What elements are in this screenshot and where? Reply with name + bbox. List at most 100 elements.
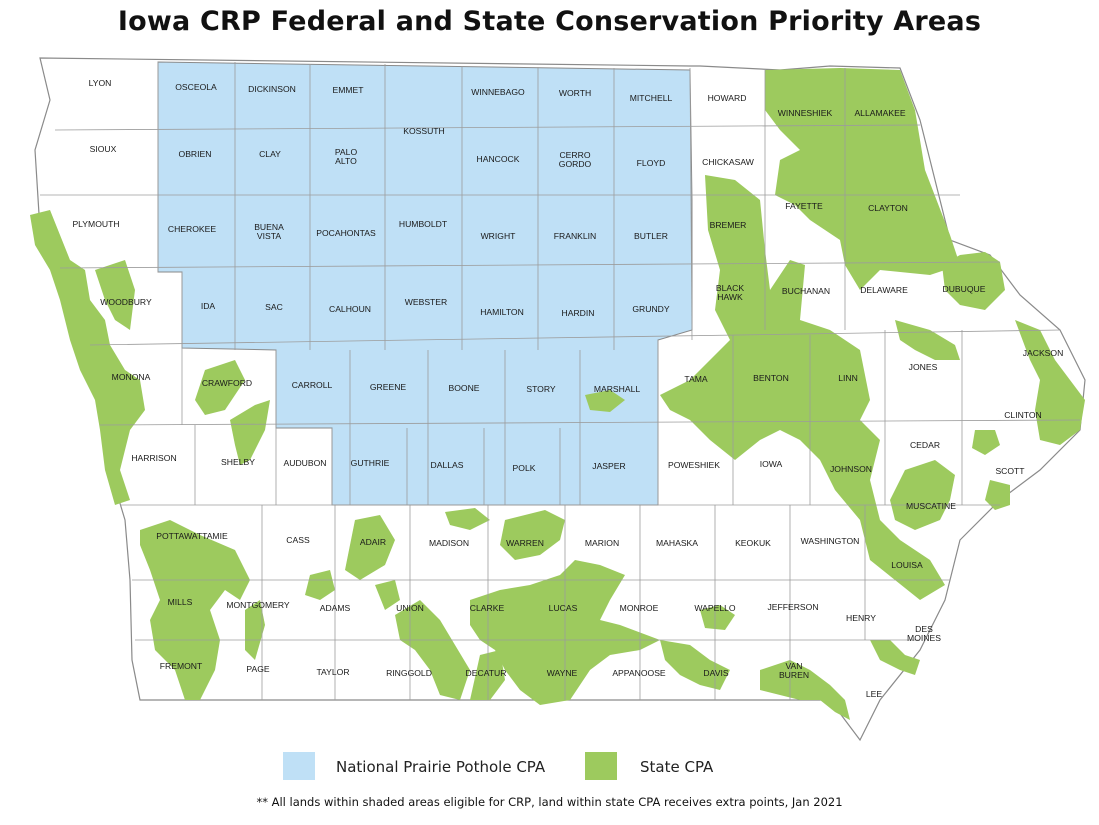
county-label-decatur: DECATUR <box>466 668 507 678</box>
county-label-winnebago: WINNEBAGO <box>471 87 525 97</box>
county-label-jones: JONES <box>909 362 938 372</box>
county-label-obrien: OBRIEN <box>179 149 212 159</box>
county-label-keokuk: KEOKUK <box>735 538 771 548</box>
county-label-floyd: FLOYD <box>637 158 666 168</box>
county-label-clarke: CLARKE <box>470 603 505 613</box>
county-label-black-hawk: BLACK HAWK <box>716 283 744 302</box>
county-label-webster: WEBSTER <box>405 297 448 307</box>
county-label-buchanan: BUCHANAN <box>782 286 830 296</box>
county-label-hamilton: HAMILTON <box>480 307 524 317</box>
county-label-palo-alto: PALO ALTO <box>335 147 358 166</box>
county-label-washington: WASHINGTON <box>801 536 860 546</box>
county-label-lucas: LUCAS <box>549 603 578 613</box>
county-label-clayton: CLAYTON <box>868 203 908 213</box>
county-label-chickasaw: CHICKASAW <box>702 157 755 167</box>
county-label-benton: BENTON <box>753 373 789 383</box>
county-label-audubon: AUDUBON <box>284 458 327 468</box>
county-label-lee: LEE <box>866 689 883 699</box>
legend-swatch-national <box>283 752 315 780</box>
county-label-union: UNION <box>396 603 424 613</box>
county-label-mills: MILLS <box>168 597 193 607</box>
county-label-osceola: OSCEOLA <box>175 82 217 92</box>
county-label-dubuque: DUBUQUE <box>943 284 986 294</box>
county-label-delaware: DELAWARE <box>860 285 908 295</box>
county-label-mahaska: MAHASKA <box>656 538 698 548</box>
county-label-madison: MADISON <box>429 538 469 548</box>
county-label-montgomery: MONTGOMERY <box>226 600 290 610</box>
county-label-hancock: HANCOCK <box>477 154 520 164</box>
county-label-iowa: IOWA <box>760 459 783 469</box>
county-label-cherokee: CHEROKEE <box>168 224 216 234</box>
iowa-map: LYON OSCEOLA DICKINSON EMMET WINNEBAGO WORTH M… <box>30 57 1086 742</box>
county-label-wapello: WAPELLO <box>694 603 736 613</box>
county-labels: LYON OSCEOLA DICKINSON EMMET WINNEBAGO WORTH M… <box>72 78 1063 699</box>
footnote: ** All lands within shaded areas eligibl… <box>256 795 843 809</box>
county-label-winneshiek: WINNESHIEK <box>778 108 833 118</box>
county-label-story: STORY <box>526 384 556 394</box>
county-label-guthrie: GUTHRIE <box>351 458 390 468</box>
county-label-monona: MONONA <box>112 372 151 382</box>
county-label-howard: HOWARD <box>708 93 747 103</box>
county-label-sac: SAC <box>265 302 283 312</box>
county-label-ringgold: RINGGOLD <box>386 668 432 678</box>
county-label-warren: WARREN <box>506 538 544 548</box>
county-label-tama: TAMA <box>684 374 708 384</box>
legend-label-national: National Prairie Pothole CPA <box>336 758 546 776</box>
county-label-cedar: CEDAR <box>910 440 940 450</box>
county-label-jefferson: JEFFERSON <box>767 602 818 612</box>
county-label-davis: DAVIS <box>703 668 728 678</box>
county-label-greene: GREENE <box>370 382 407 392</box>
county-label-polk: POLK <box>513 463 536 473</box>
county-label-fayette: FAYETTE <box>785 201 823 211</box>
county-label-johnson: JOHNSON <box>830 464 872 474</box>
county-label-crawford: CRAWFORD <box>202 378 252 388</box>
county-label-emmet: EMMET <box>332 85 364 95</box>
county-label-adams: ADAMS <box>320 603 351 613</box>
county-borders <box>40 62 1081 700</box>
county-label-dickinson: DICKINSON <box>248 84 296 94</box>
county-label-buena-vista: BUENA VISTA <box>254 222 284 241</box>
county-label-mitchell: MITCHELL <box>630 93 673 103</box>
county-label-kossuth: KOSSUTH <box>403 126 445 136</box>
county-label-woodbury: WOODBURY <box>100 297 152 307</box>
county-label-monroe: MONROE <box>620 603 659 613</box>
county-label-page: PAGE <box>246 664 270 674</box>
county-label-dallas: DALLAS <box>431 460 464 470</box>
county-label-allamakee: ALLAMAKEE <box>854 108 905 118</box>
state-cpa-regions <box>30 68 1085 720</box>
county-label-des-moines: DES MOINES <box>907 624 941 643</box>
legend-swatch-state <box>585 752 617 780</box>
county-label-clinton: CLINTON <box>1004 410 1042 420</box>
county-label-louisa: LOUISA <box>891 560 923 570</box>
county-label-carroll: CARROLL <box>292 380 333 390</box>
county-label-fremont: FREMONT <box>160 661 203 671</box>
county-label-humboldt: HUMBOLDT <box>399 219 448 229</box>
county-label-taylor: TAYLOR <box>316 667 349 677</box>
county-label-boone: BOONE <box>448 383 479 393</box>
county-label-marshall: MARSHALL <box>594 384 641 394</box>
county-label-ida: IDA <box>201 301 216 311</box>
county-label-appanoose: APPANOOSE <box>612 668 666 678</box>
county-label-calhoun: CALHOUN <box>329 304 371 314</box>
county-label-jackson: JACKSON <box>1023 348 1064 358</box>
county-label-pottawattamie: POTTAWATTAMIE <box>156 531 228 541</box>
county-label-cass: CASS <box>286 535 310 545</box>
county-label-clay: CLAY <box>259 149 281 159</box>
county-label-worth: WORTH <box>559 88 591 98</box>
county-label-sioux: SIOUX <box>90 144 117 154</box>
county-label-marion: MARION <box>585 538 619 548</box>
county-label-linn: LINN <box>838 373 858 383</box>
county-label-franklin: FRANKLIN <box>554 231 597 241</box>
county-label-pocahontas: POCAHONTAS <box>316 228 376 238</box>
county-label-henry: HENRY <box>846 613 876 623</box>
county-label-bremer: BREMER <box>710 220 747 230</box>
county-label-poweshiek: POWESHIEK <box>668 460 720 470</box>
county-label-cerro-gordo: CERRO GORDO <box>559 150 592 169</box>
county-label-harrison: HARRISON <box>131 453 176 463</box>
county-label-grundy: GRUNDY <box>632 304 670 314</box>
county-label-muscatine: MUSCATINE <box>906 501 956 511</box>
county-label-lyon: LYON <box>89 78 112 88</box>
county-label-adair: ADAIR <box>360 537 386 547</box>
legend-label-state: State CPA <box>640 758 714 776</box>
county-label-jasper: JASPER <box>592 461 625 471</box>
